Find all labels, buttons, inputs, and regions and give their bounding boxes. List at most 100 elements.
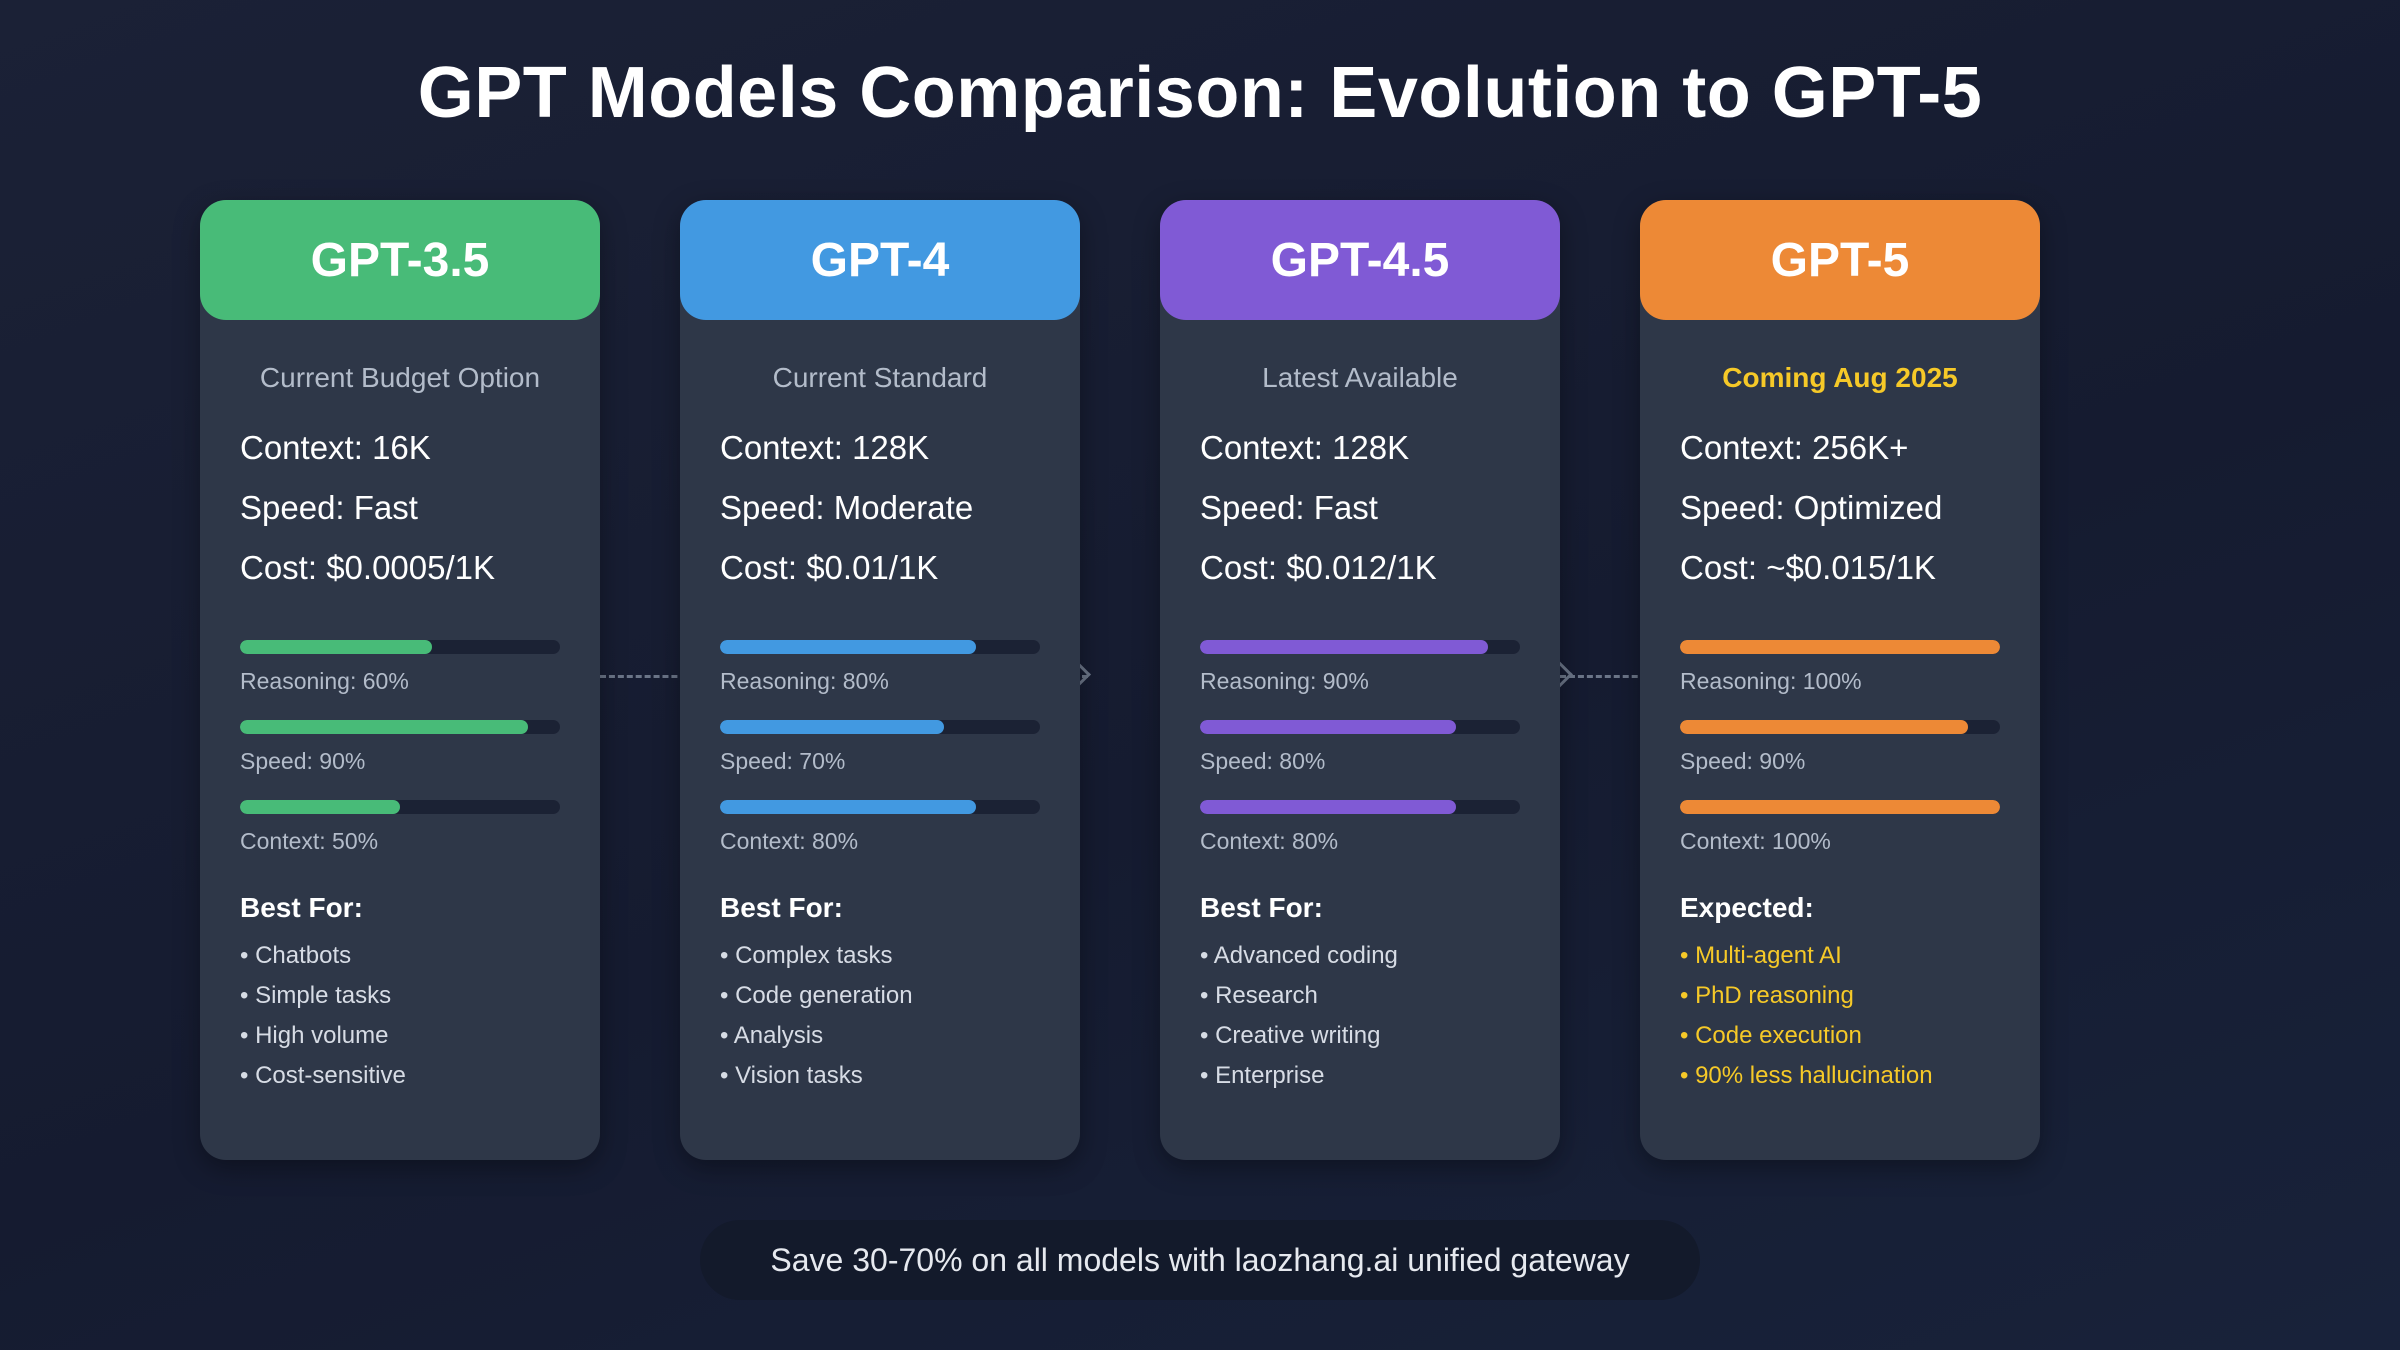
metric-bar: Reasoning: 100% (1680, 640, 2040, 720)
bar-label: Speed: 80% (1200, 748, 1326, 774)
spec-cost: Cost: $0.012/1K (1200, 549, 1437, 586)
bar-label: Context: 80% (1200, 828, 1339, 854)
spec-cost: Cost: ~$0.015/1K (1680, 549, 1936, 586)
spec-context: Context: 16K (240, 429, 431, 466)
bar-fill (720, 720, 944, 734)
spec-context: Context: 128K (720, 429, 930, 466)
bar-track (240, 640, 560, 654)
bar-track (720, 800, 1040, 814)
bar-track (1680, 720, 2000, 734)
bar-fill (240, 720, 528, 734)
bar-track (240, 720, 560, 734)
use-case-item: • Complex tasks (720, 942, 893, 969)
metric-bar: Speed: 70% (720, 720, 1080, 800)
metric-bar: Context: 50% (240, 800, 600, 880)
spec-speed: Speed: Fast (1200, 489, 1378, 526)
model-status: Latest Available (1262, 362, 1458, 393)
model-header: GPT-4.5 (1160, 200, 1560, 320)
bar-fill (240, 640, 432, 654)
metric-bar: Context: 80% (720, 800, 1080, 880)
bar-fill (720, 800, 976, 814)
bar-fill (1680, 720, 1968, 734)
use-case-title: Expected: (1680, 892, 1814, 923)
spec-speed: Speed: Moderate (720, 489, 974, 526)
use-case-list: Best For: • Advanced coding • Research • Cr… (1160, 892, 1560, 1096)
spec-context: Context: 256K+ (1680, 429, 1909, 466)
model-header: GPT-4 (680, 200, 1080, 320)
bar-track (720, 720, 1040, 734)
use-case-title: Best For: (240, 892, 363, 923)
model-name: GPT-4 (810, 233, 950, 287)
bar-fill (1200, 720, 1456, 734)
metric-bar: Context: 100% (1680, 800, 2040, 880)
spec-cost: Cost: $0.0005/1K (240, 549, 496, 586)
metric-bar: Speed: 90% (240, 720, 600, 800)
use-case-item: • Research (1200, 982, 1318, 1009)
metric-bar: Reasoning: 60% (240, 640, 600, 720)
bar-track (1680, 640, 2000, 654)
spec-speed: Speed: Fast (240, 489, 418, 526)
bar-label: Reasoning: 80% (720, 668, 889, 694)
model-card: GPT-4 Current Standard Context: 128K Spee… (680, 200, 1080, 1160)
use-case-item: • High volume (240, 1022, 389, 1049)
model-card: GPT-3.5 Current Budget Option Context: 16… (200, 200, 600, 1160)
use-case-item: • Chatbots (240, 942, 352, 969)
use-case-item: • 90% less hallucination (1680, 1062, 1933, 1089)
spec-cost: Cost: $0.01/1K (720, 549, 939, 586)
use-case-item: • Multi-agent AI (1680, 942, 1842, 969)
bar-track (1200, 720, 1520, 734)
bar-track (240, 800, 560, 814)
model-header: GPT-3.5 (200, 200, 600, 320)
model-name: GPT-4.5 (1270, 233, 1450, 287)
use-case-title: Best For: (720, 892, 843, 923)
bar-fill (1200, 640, 1488, 654)
bar-fill (1680, 640, 2000, 654)
bar-track (1200, 800, 1520, 814)
bar-label: Context: 100% (1680, 828, 1831, 854)
use-case-item: • Analysis (720, 1022, 824, 1049)
use-case-list: Best For: • Chatbots • Simple tasks • High … (200, 892, 600, 1096)
use-case-item: • Cost-sensitive (240, 1062, 406, 1089)
spec-speed: Speed: Optimized (1680, 489, 1943, 526)
metric-bar: Speed: 80% (1200, 720, 1560, 800)
metric-bar: Reasoning: 90% (1200, 640, 1560, 720)
page-title: GPT Models Comparison: Evolution to GPT-… (417, 53, 1983, 133)
bar-label: Reasoning: 100% (1680, 668, 1862, 694)
use-case-item: • Enterprise (1200, 1062, 1325, 1089)
bar-fill (1680, 800, 2000, 814)
model-card: GPT-5 Coming Aug 2025 Context: 256K+ Spee… (1640, 200, 2040, 1160)
model-status: Current Budget Option (259, 362, 541, 393)
use-case-list: Expected: • Multi-agent AI • PhD reasoning… (1640, 892, 2040, 1096)
use-case-item: • PhD reasoning (1680, 982, 1854, 1009)
bar-label: Speed: 90% (240, 748, 366, 774)
metric-bar: Speed: 90% (1680, 720, 2040, 800)
bar-track (1200, 640, 1520, 654)
model-status: Coming Aug 2025 (1722, 362, 1958, 393)
bar-fill (720, 640, 976, 654)
bar-label: Speed: 70% (720, 748, 846, 774)
spec-context: Context: 128K (1200, 429, 1410, 466)
use-case-item: • Code execution (1680, 1022, 1862, 1049)
use-case-item: • Simple tasks (240, 982, 392, 1009)
model-header: GPT-5 (1640, 200, 2040, 320)
use-case-item: • Creative writing (1200, 1022, 1381, 1049)
savings-banner: Save 30-70% on all models with laozhang.… (700, 1220, 1700, 1300)
model-name: GPT-5 (1770, 233, 1910, 287)
metric-bar: Context: 80% (1200, 800, 1560, 880)
use-case-list: Best For: • Complex tasks • Code generatio… (680, 892, 1080, 1096)
model-card: GPT-4.5 Latest Available Context: 128K Sp… (1160, 200, 1560, 1160)
use-case-item: • Vision tasks (720, 1062, 863, 1089)
bar-label: Context: 50% (240, 828, 379, 854)
use-case-title: Best For: (1200, 892, 1323, 923)
bar-label: Reasoning: 90% (1200, 668, 1369, 694)
use-case-item: • Code generation (720, 982, 913, 1009)
metric-bar: Reasoning: 80% (720, 640, 1080, 720)
model-name: GPT-3.5 (310, 233, 490, 287)
bar-label: Speed: 90% (1680, 748, 1806, 774)
model-status: Current Standard (772, 362, 988, 393)
bar-fill (1200, 800, 1456, 814)
bar-track (720, 640, 1040, 654)
bar-label: Reasoning: 60% (240, 668, 409, 694)
bar-label: Context: 80% (720, 828, 859, 854)
bar-fill (240, 800, 400, 814)
